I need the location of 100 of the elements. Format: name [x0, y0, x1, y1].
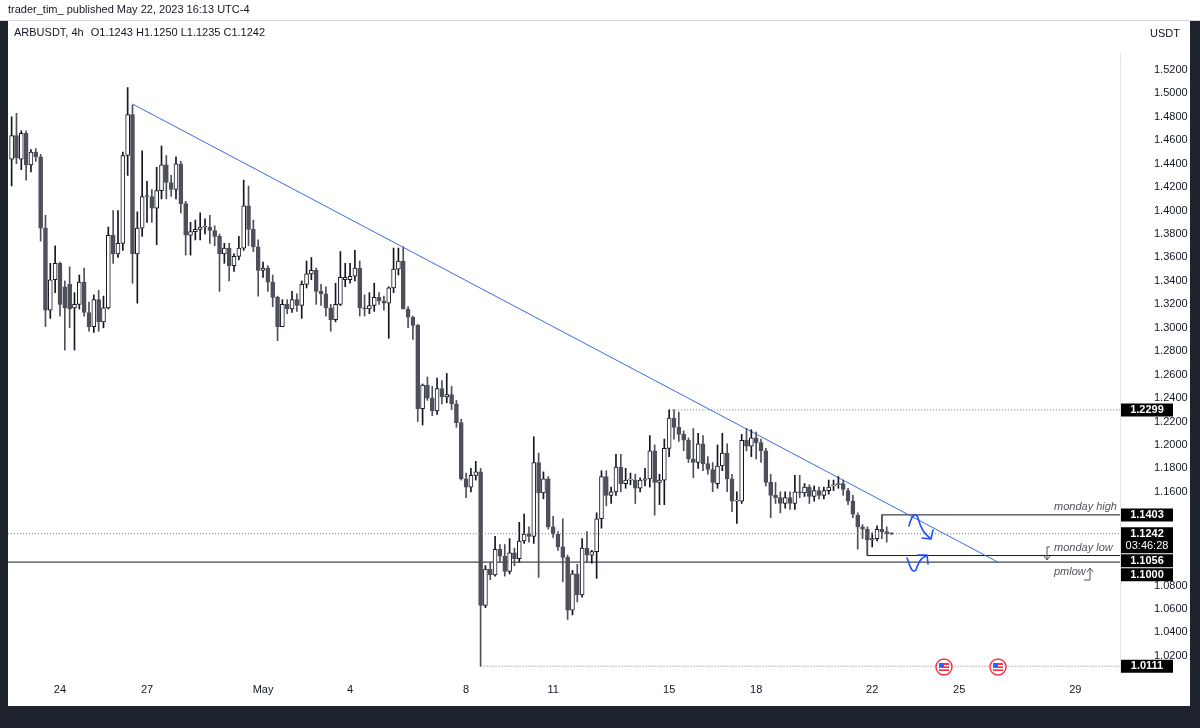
candlestick	[309, 257, 314, 281]
data-label: 1.2299	[1130, 402, 1164, 415]
candlestick	[43, 214, 48, 327]
x-tick-label: 11	[547, 683, 559, 696]
y-tick-label: 1.2400	[1154, 391, 1188, 404]
candlestick	[773, 482, 778, 504]
data-label: 1.0111	[1130, 659, 1164, 672]
candlestick	[778, 491, 783, 514]
candlestick	[478, 468, 483, 667]
y-axis-title: USDT	[1150, 27, 1180, 39]
series-label: pmlow	[1053, 565, 1087, 578]
candlestick	[251, 219, 256, 252]
candlestick	[333, 282, 338, 323]
y-tick-label: 1.5000	[1154, 86, 1188, 99]
series-label: monday low	[1054, 540, 1114, 553]
candlestick	[565, 554, 570, 620]
candlestick	[720, 432, 725, 472]
y-tick-label: 1.2800	[1154, 344, 1188, 357]
y-tick-label: 1.4000	[1154, 203, 1188, 216]
candlestick	[14, 113, 19, 165]
y-tick-label: 1.3600	[1154, 250, 1188, 263]
candlestick	[710, 462, 715, 493]
candlestick	[396, 247, 401, 276]
candlestick	[869, 532, 875, 548]
y-tick-label: 1.1600	[1154, 484, 1188, 497]
candlestick	[154, 166, 159, 245]
x-tick-label: 29	[1069, 683, 1082, 696]
candlestick	[164, 155, 169, 200]
data-label: 1.1403	[1130, 507, 1164, 520]
candlestick	[212, 225, 218, 247]
candlestick	[420, 383, 425, 426]
y-tick-label: 1.3000	[1154, 320, 1188, 333]
candlestick	[130, 104, 135, 284]
candlestick	[768, 473, 774, 518]
candlestick	[632, 473, 638, 504]
series-label: monday high	[1054, 499, 1117, 512]
candlestick	[101, 295, 106, 329]
y-tick-label: 1.3200	[1154, 297, 1188, 310]
candlestick	[197, 212, 203, 241]
y-tick-label: 1.2000	[1154, 437, 1188, 450]
candlestick	[570, 569, 575, 616]
candlestick	[391, 247, 396, 293]
candlestick	[831, 479, 836, 491]
candlestick	[135, 211, 140, 304]
candlestick	[560, 518, 566, 583]
candlestick	[715, 444, 720, 489]
x-tick-label: 8	[463, 683, 470, 696]
data-label: 1.1000	[1130, 567, 1164, 580]
candlestick	[367, 292, 372, 315]
candlestick	[483, 565, 488, 609]
candlestick	[67, 266, 72, 329]
candlestick	[105, 226, 111, 310]
y-tick-label: 1.4200	[1154, 180, 1188, 193]
candlestick	[193, 219, 198, 241]
candlestick	[536, 452, 541, 578]
y-tick-label: 1.0200	[1154, 648, 1188, 661]
y-tick-label: 1.2200	[1154, 414, 1188, 427]
x-tick-label: 15	[663, 683, 676, 696]
candlestick	[686, 437, 691, 463]
candlestick	[541, 471, 546, 500]
candlestick	[246, 185, 251, 247]
text: trader_tim_ published May 22, 2023 16:13 UTC-4	[8, 3, 250, 15]
ref-line-label: 1.1242	[1130, 526, 1164, 539]
candlestick	[628, 472, 633, 486]
y-tick-label: 1.0400	[1154, 625, 1188, 638]
y-tick-label: 1.4800	[1154, 109, 1188, 122]
candlestick	[884, 526, 890, 543]
data-label: 1.1056	[1130, 553, 1164, 566]
candlestick	[860, 524, 865, 539]
candlestick	[362, 294, 367, 317]
y-tick-label: 1.0800	[1154, 578, 1188, 591]
y-tick-label: 1.1800	[1154, 461, 1188, 474]
candlestick	[836, 476, 841, 489]
candlestick	[749, 429, 754, 457]
candlestick	[681, 430, 686, 452]
candlestick	[159, 145, 164, 200]
candlestick	[76, 274, 82, 310]
chart-title: ARBUSDT, 4h	[14, 26, 84, 38]
x-tick-label: May	[252, 683, 274, 696]
candlestick	[753, 431, 759, 460]
candlestick	[642, 468, 648, 487]
candlestick	[802, 483, 807, 497]
candlestick	[222, 243, 227, 264]
candlestick	[691, 428, 696, 479]
x-tick-label: 22	[866, 683, 879, 696]
x-tick-label: 24	[53, 683, 67, 696]
candlestick	[125, 87, 130, 176]
candlestick	[338, 251, 343, 306]
candlestick	[304, 260, 309, 289]
y-tick-label: 1.4600	[1154, 133, 1188, 146]
candlestick	[473, 461, 479, 481]
text: 03:46:28	[1125, 538, 1169, 551]
candlestick	[202, 218, 208, 235]
x-tick-label: 4	[347, 683, 354, 696]
y-tick-label: 1.3800	[1154, 227, 1188, 240]
y-tick-label: 1.0600	[1154, 601, 1188, 614]
x-tick-label: 27	[140, 683, 154, 696]
x-tick-label: 25	[953, 683, 966, 696]
candlestick	[623, 468, 628, 489]
y-tick-label: 1.2600	[1154, 367, 1188, 380]
